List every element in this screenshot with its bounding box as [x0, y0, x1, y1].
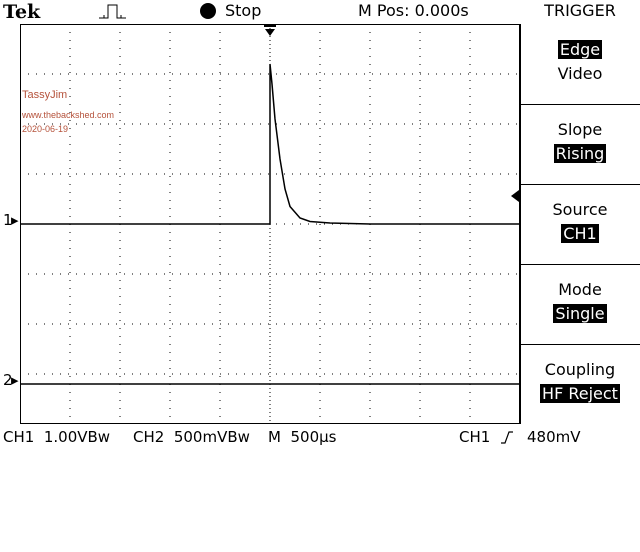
menu-title: TRIGGER — [544, 1, 616, 20]
menu-item-type[interactable]: Edge Video — [520, 24, 640, 104]
watermark-author: TassyJim — [22, 89, 67, 101]
ch1-marker-label: 1 — [3, 211, 13, 229]
header-bar: Tek Stop M Pos: 0.000s TRIGGER — [0, 0, 640, 23]
ch1-marker-arrow: ▸ — [11, 211, 19, 229]
trigger-source-readout: CH1 — [459, 428, 491, 446]
menu-item-coupling-label: Coupling — [544, 360, 616, 379]
run-state-label: Stop — [225, 1, 262, 20]
menu-item-slope-value: Rising — [553, 144, 607, 163]
run-state-icon — [200, 3, 216, 19]
menu-item-source-label: Source — [552, 200, 608, 219]
menu-item-mode[interactable]: Mode Single — [520, 264, 640, 344]
trigger-level-readout: 480mV — [527, 428, 581, 446]
trigger-menu: Edge Video Slope Rising Source CH1 Mode … — [520, 24, 640, 424]
traces — [20, 63, 520, 385]
menu-item-mode-label: Mode — [558, 280, 602, 299]
menu-divider — [520, 184, 640, 185]
menu-item-source-value: CH1 — [561, 224, 599, 243]
pulse-icon — [99, 4, 126, 19]
menu-item-slope[interactable]: Slope Rising — [520, 104, 640, 184]
horizontal-position-readout: M Pos: 0.000s — [358, 1, 469, 20]
trigger-position-icon — [265, 29, 275, 36]
ch2-marker-label: 2 — [3, 371, 13, 389]
menu-item-type-value: Video — [557, 64, 603, 83]
watermark-site: www.thebackshed.com — [21, 110, 114, 120]
waveform-display: TassyJim www.thebackshed.com 2020-06-19 — [20, 24, 520, 424]
ch2-scale-readout: CH2 500mVBw — [133, 428, 250, 446]
menu-divider — [520, 104, 640, 105]
menu-item-coupling[interactable]: Coupling HF Reject — [520, 344, 640, 424]
menu-item-coupling-value: HF Reject — [540, 384, 620, 403]
menu-item-type-label: Edge — [557, 40, 603, 59]
watermark-date: 2020-06-19 — [22, 124, 68, 134]
menu-item-mode-value: Single — [553, 304, 607, 323]
timebase-readout: M 500µs — [268, 428, 337, 446]
menu-divider — [520, 344, 640, 345]
rising-edge-icon — [501, 431, 513, 444]
trigger-level-icon — [511, 190, 519, 202]
brand-logo: Tek — [3, 1, 41, 23]
ch1-scale-readout: CH1 1.00VBw — [3, 428, 111, 446]
menu-divider — [520, 264, 640, 265]
status-bar: CH1 1.00VBw CH2 500mVBw M 500µs CH1 480m… — [0, 426, 640, 448]
menu-item-slope-label: Slope — [557, 120, 603, 139]
menu-item-source[interactable]: Source CH1 — [520, 184, 640, 264]
ch2-marker-arrow: ▸ — [11, 371, 19, 389]
trace-ch1 — [20, 63, 520, 225]
